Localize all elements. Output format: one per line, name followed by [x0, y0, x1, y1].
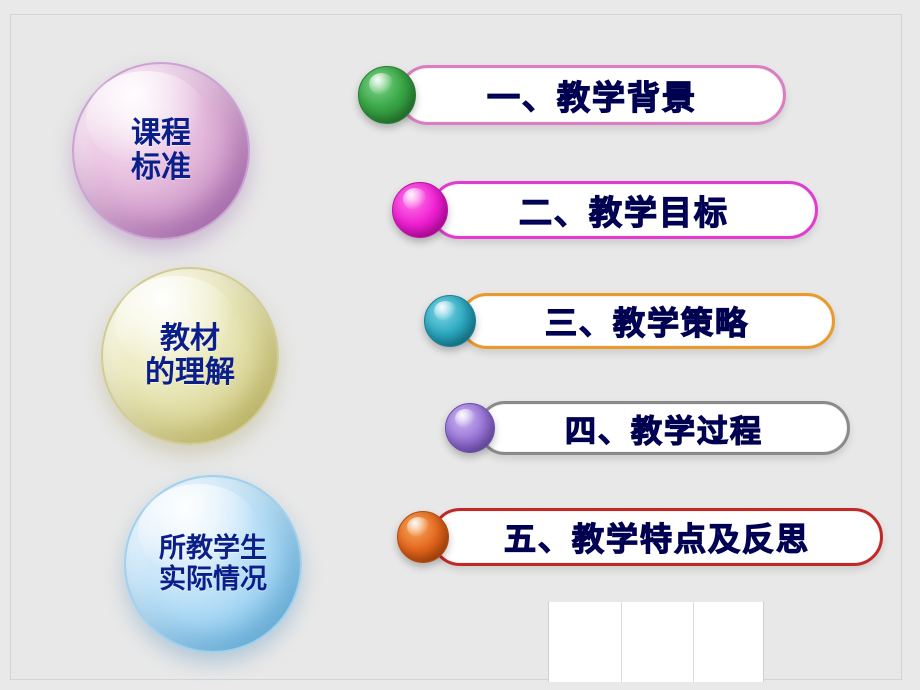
- cap-1-text: 一、教学背景: [487, 71, 697, 119]
- cap-3-pill: 三、教学策略: [459, 293, 835, 349]
- bottom-grid-divider: [693, 602, 694, 682]
- cap-4-bullet-icon: [445, 403, 495, 453]
- cap-2-text: 二、教学目标: [519, 186, 729, 234]
- cap-2-bullet-icon: [392, 182, 448, 238]
- sphere-textbook: 教材 的理解: [101, 267, 279, 445]
- cap-3-text: 三、教学策略: [545, 298, 749, 344]
- sphere-students-label: 所教学生 实际情况: [159, 533, 267, 595]
- cap-4-pill: 四、教学过程: [478, 401, 850, 455]
- cap-5-pill: 五、教学特点及反思: [431, 508, 883, 566]
- sphere-textbook-label: 教材 的理解: [145, 322, 235, 391]
- cap-3-bullet-icon: [424, 295, 476, 347]
- sphere-standards: 课程 标准: [72, 62, 250, 240]
- cap-1-bullet-icon: [358, 66, 416, 124]
- cap-1-pill: 一、教学背景: [398, 65, 786, 125]
- cap-5-bullet-icon: [397, 511, 449, 563]
- bottom-grid-divider: [621, 602, 622, 682]
- sphere-standards-label: 课程 标准: [131, 117, 191, 186]
- cap-2-pill: 二、教学目标: [430, 181, 818, 239]
- sphere-students: 所教学生 实际情况: [124, 475, 302, 653]
- bottom-grid-box: [548, 602, 764, 682]
- cap-5-text: 五、教学特点及反思: [504, 514, 810, 560]
- cap-4-text: 四、教学过程: [565, 406, 763, 451]
